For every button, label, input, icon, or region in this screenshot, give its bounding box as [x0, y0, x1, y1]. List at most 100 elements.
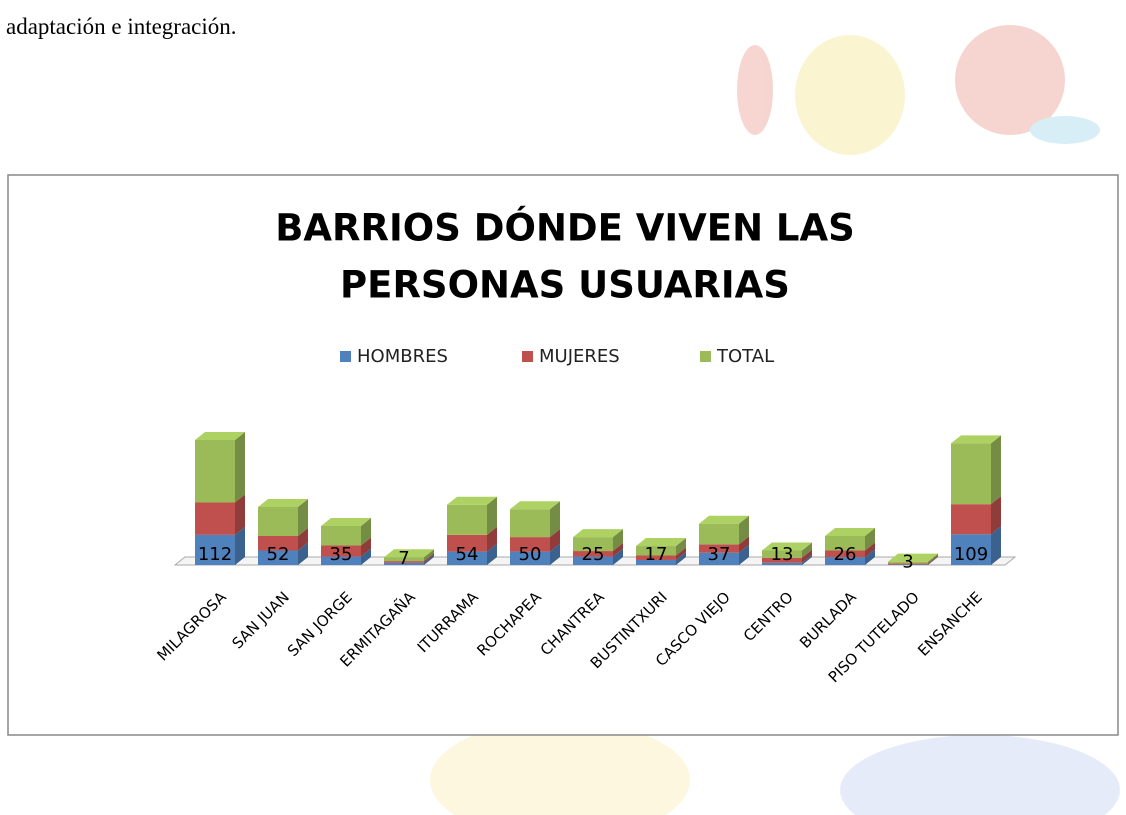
bar-side: [550, 529, 560, 552]
bar-segment: [762, 562, 802, 565]
bar-segment: [510, 509, 550, 538]
legend-swatch: [700, 351, 711, 362]
bar-segment: [762, 557, 802, 563]
bar-side: [802, 549, 812, 563]
bar-side: [613, 529, 623, 552]
bar-side: [424, 554, 434, 565]
bar-top: [258, 498, 308, 507]
bar-segment: [573, 556, 613, 565]
bar-segment: [321, 545, 361, 557]
data-label: 35: [330, 544, 353, 565]
bar-top: [321, 517, 371, 526]
legend-label: MUJERES: [539, 346, 620, 367]
bar-top: [951, 435, 1001, 444]
bar-side: [865, 527, 875, 551]
bar-segment: [825, 557, 865, 565]
bar-segment: [195, 502, 235, 535]
bar-side: [928, 556, 938, 565]
data-label: 25: [582, 544, 605, 565]
bar-segment: [573, 551, 613, 557]
chart-frame: [7, 174, 1119, 736]
bar-top: [447, 496, 497, 505]
bar-segment: [699, 523, 739, 545]
bar-segment: [636, 555, 676, 560]
data-label: 7: [398, 548, 409, 569]
bar-side: [676, 547, 686, 560]
bar-segment: [636, 546, 676, 556]
data-label: 112: [198, 544, 232, 565]
bar-side: [802, 542, 812, 558]
bar-top: [825, 527, 875, 536]
bar-side: [802, 554, 812, 565]
bar-segment: [825, 550, 865, 558]
bar-segment: [195, 440, 235, 503]
bar-top: [636, 538, 686, 547]
bar-side: [739, 536, 749, 553]
bar-segment: [258, 506, 298, 536]
data-label: 3: [902, 551, 913, 572]
bar-segment: [888, 561, 928, 564]
bar-side: [487, 496, 497, 535]
bar-segment: [321, 556, 361, 565]
bar-side: [361, 548, 371, 565]
bar-side: [676, 551, 686, 565]
decoration: [430, 25, 1120, 815]
bar-side: [361, 537, 371, 557]
data-label: 50: [519, 544, 542, 565]
bar-side: [928, 555, 938, 565]
bar-side: [235, 432, 245, 503]
bar-segment: [195, 534, 235, 565]
chart-title: PERSONAS USUARIAS: [340, 264, 790, 307]
bar-segment: [384, 561, 424, 563]
bar-top: [762, 542, 812, 551]
bar-side: [235, 494, 245, 535]
bar-segment: [951, 504, 991, 535]
bar-segment: [258, 535, 298, 551]
bar-top: [888, 553, 938, 562]
bar-segment: [447, 551, 487, 565]
bar-side: [298, 527, 308, 551]
bar-top: [384, 549, 434, 558]
bar-side: [739, 544, 749, 565]
legend-label: TOTAL: [716, 346, 774, 367]
bar-segment: [510, 551, 550, 565]
chart-title: BARRIOS DÓNDE VIVEN LAS: [275, 206, 855, 250]
bar-side: [298, 542, 308, 565]
bar-top: [510, 501, 560, 510]
data-label: 13: [771, 544, 794, 565]
bar-segment: [636, 559, 676, 565]
body-text: adaptación e integración.: [6, 14, 237, 39]
bar-side: [991, 496, 1001, 535]
data-label: 54: [456, 544, 479, 565]
bar-segment: [384, 557, 424, 562]
bar-side: [424, 553, 434, 563]
bar-side: [865, 542, 875, 558]
bar-side: [550, 543, 560, 565]
bar-segment: [447, 534, 487, 552]
bar-segment: [951, 534, 991, 565]
legend-swatch: [340, 351, 351, 362]
bar-top: [195, 432, 245, 440]
bar-segment: [699, 552, 739, 565]
bar-side: [487, 526, 497, 552]
legend-label: HOMBRES: [357, 346, 448, 367]
bar-side: [235, 526, 245, 565]
bar-side: [865, 549, 875, 565]
bar-side: [487, 543, 497, 565]
data-label: 37: [708, 544, 731, 565]
bar-side: [298, 498, 308, 536]
bar-segment: [951, 443, 991, 505]
bar-top: [699, 515, 749, 524]
bar-side: [676, 538, 686, 556]
bar-side: [739, 515, 749, 545]
bar-side: [991, 526, 1001, 565]
bar-side: [928, 553, 938, 564]
bar-segment: [510, 537, 550, 552]
bar-segment: [699, 544, 739, 553]
bar-segment: [825, 535, 865, 551]
bar-side: [424, 549, 434, 562]
legend-swatch: [522, 351, 533, 362]
data-label: 26: [834, 544, 857, 565]
